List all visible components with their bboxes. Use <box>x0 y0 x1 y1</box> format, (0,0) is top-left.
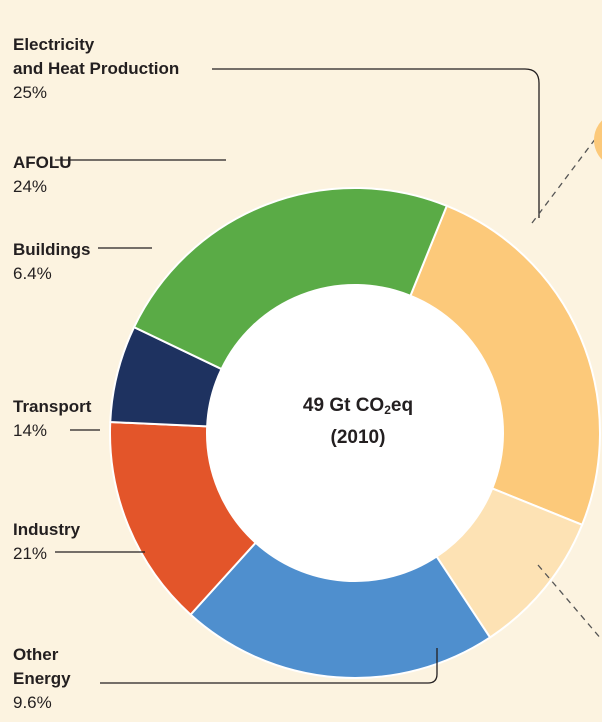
label-other-energy-name-1: Other <box>13 645 59 664</box>
label-afolu: AFOLU 24% <box>13 151 72 199</box>
leader-other-energy <box>100 648 438 684</box>
label-electricity-name-1: Electricity <box>13 35 95 54</box>
label-electricity: Electricity and Heat Production 25% <box>13 33 179 105</box>
label-transport-value: 14% <box>13 421 48 440</box>
center-label-suffix: eq <box>390 395 414 416</box>
donut-hole <box>207 285 503 581</box>
label-other-energy-name-2: Energy <box>13 669 71 688</box>
center-label-sub: 2 <box>384 403 391 417</box>
dash-upper-connector <box>531 129 602 224</box>
label-afolu-name: AFOLU <box>13 153 72 172</box>
label-afolu-value: 24% <box>13 177 48 196</box>
center-label-prefix: 49 Gt CO <box>302 395 385 416</box>
leader-electricity <box>212 68 540 218</box>
center-label-line2: (2010) <box>330 427 386 448</box>
label-industry-value: 21% <box>13 544 48 563</box>
center-label: 49 Gt CO2eq (2010) <box>258 392 458 452</box>
label-buildings: Buildings 6.4% <box>13 238 90 286</box>
label-electricity-value: 25% <box>13 83 48 102</box>
center-label-line1: 49 Gt CO2eq <box>258 392 458 424</box>
label-industry-name: Industry <box>13 520 81 539</box>
label-electricity-name-2: and Heat Production <box>13 59 180 78</box>
label-buildings-value: 6.4% <box>13 264 52 283</box>
label-transport: Transport 14% <box>13 395 91 443</box>
label-buildings-name: Buildings <box>13 240 91 259</box>
label-industry: Industry 21% <box>13 518 80 566</box>
leader-lines <box>55 68 602 684</box>
edge-circle-marker <box>594 120 602 160</box>
label-transport-name: Transport <box>13 397 92 416</box>
label-other-energy: Other Energy 9.6% <box>13 643 71 715</box>
dash-lower-connector <box>537 564 602 641</box>
donut-slices <box>109 187 601 679</box>
label-other-energy-value: 9.6% <box>13 693 52 712</box>
